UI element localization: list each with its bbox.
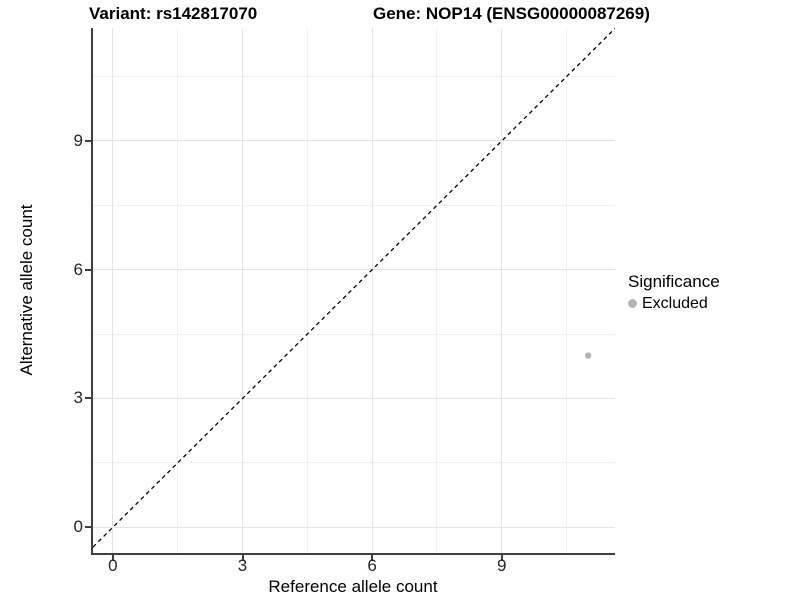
y-gridline-major [93,526,615,528]
x-gridline-major [242,28,243,553]
y-tick-mark [85,139,91,142]
y-tick-label: 3 [73,388,83,408]
y-tick-mark [85,526,91,529]
legend-item-label: Excluded [642,295,708,312]
x-tick-mark [371,555,374,561]
data-point [585,352,592,359]
x-gridline-major [371,28,373,553]
legend: Significance Excluded [628,271,720,313]
y-gridline-minor [93,76,615,77]
legend-title: Significance [628,272,720,291]
y-axis-title: Alternative allele count [17,204,36,376]
x-gridline-minor [177,28,179,553]
legend-point-icon [628,299,637,308]
y-gridline-major [93,269,615,271]
x-tick-label: 3 [237,556,248,575]
legend-item-excluded: Excluded [628,294,720,313]
y-tick-mark [85,397,91,400]
x-tick-label: 9 [497,556,507,575]
plot-layer [93,28,615,548]
x-tick-label: 6 [367,556,377,575]
x-tick-mark [500,555,503,561]
y-gridline-minor [93,333,615,335]
x-tick-label: 0 [108,556,118,575]
y-gridline-major [93,140,615,142]
x-tick-mark [111,555,114,561]
identity-dashed-line [93,28,615,548]
y-tick-mark [85,268,91,271]
x-axis-title: Reference allele count [268,577,438,596]
y-gridline-minor [93,204,615,206]
variant-title: Variant: rs142817070 [89,4,258,23]
y-tick-label: 0 [73,517,83,537]
plot-panel [91,28,615,555]
x-gridline-major [112,28,114,553]
x-gridline-minor [306,28,308,553]
gene-title: Gene: NOP14 (ENSG00000087269) [373,4,650,23]
x-tick-mark [241,555,244,561]
x-gridline-minor [436,28,438,553]
y-gridline-major [93,397,615,399]
y-tick-label: 9 [73,130,83,150]
y-tick-label: 6 [73,259,83,279]
y-gridline-minor [93,462,615,464]
x-gridline-major [501,28,503,553]
x-gridline-minor [566,28,568,553]
